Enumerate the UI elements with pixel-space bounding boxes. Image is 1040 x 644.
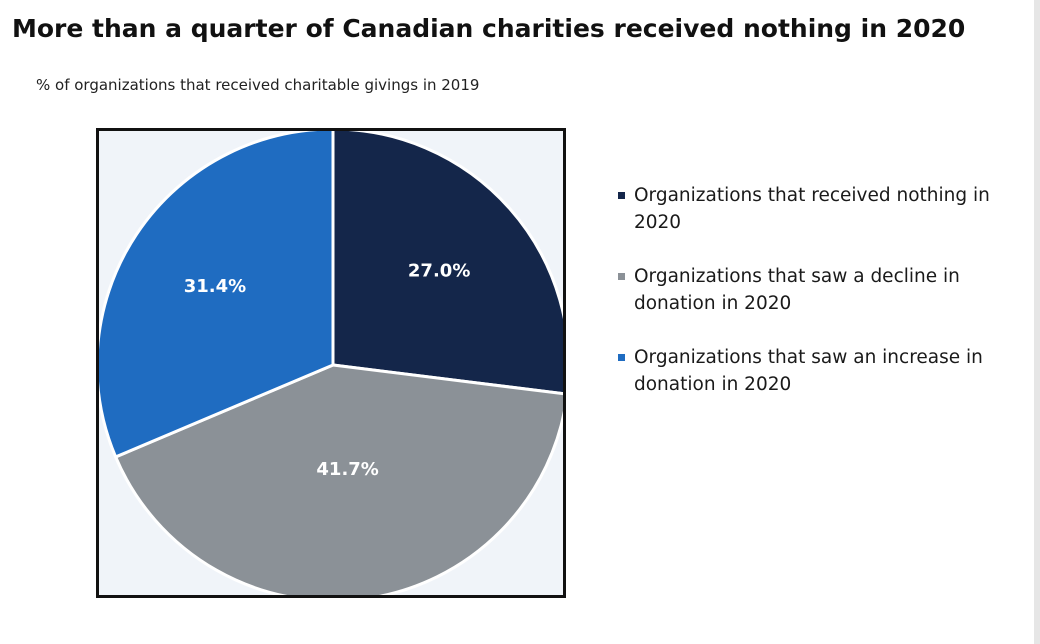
legend-label-decline: Organizations that saw a decline in dona…	[634, 266, 960, 314]
chart-subtitle: % of organizations that received charita…	[36, 76, 480, 94]
chart-title: More than a quarter of Canadian charitie…	[12, 14, 966, 43]
pie-label-increase: 31.4%	[184, 276, 246, 297]
legend-swatch-decline	[618, 273, 625, 280]
legend-item-received-nothing: Organizations that received nothing in 2…	[614, 182, 1024, 236]
pie-label-decline: 41.7%	[316, 459, 378, 480]
pie-slice-increase	[99, 131, 335, 459]
legend-swatch-received-nothing	[618, 192, 625, 199]
pie-label-received-nothing: 27.0%	[408, 260, 470, 281]
legend-item-increase: Organizations that saw an increase in do…	[614, 344, 1024, 398]
pie-chart: 27.0% 41.7% 31.4%	[99, 131, 563, 595]
legend-item-decline: Organizations that saw a decline in dona…	[614, 263, 1024, 317]
legend-swatch-increase	[618, 354, 625, 361]
pie-slice-decline	[113, 363, 563, 595]
pie-chart-frame: 27.0% 41.7% 31.4%	[96, 128, 566, 598]
pie-slice-received-nothing	[331, 131, 563, 396]
legend-label-received-nothing: Organizations that received nothing in 2…	[634, 185, 990, 233]
chart-legend: Organizations that received nothing in 2…	[614, 182, 1024, 425]
legend-label-increase: Organizations that saw an increase in do…	[634, 347, 983, 395]
right-edge-strip	[1034, 0, 1040, 644]
